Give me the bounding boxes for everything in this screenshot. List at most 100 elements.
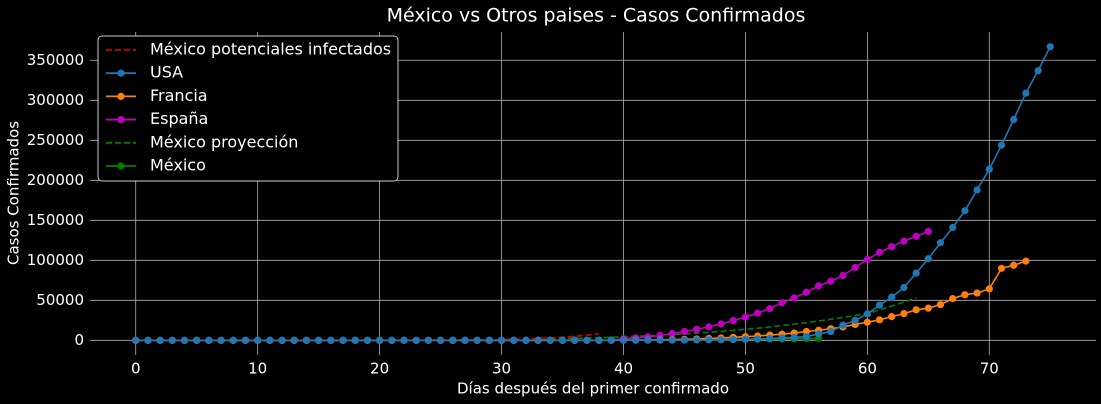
data-point [900, 237, 908, 245]
data-point [400, 336, 408, 344]
data-point [680, 327, 689, 336]
data-point [888, 243, 896, 251]
data-point [790, 294, 798, 302]
data-point [485, 336, 493, 344]
data-point [558, 336, 567, 344]
data-point [900, 309, 908, 318]
data-point [522, 336, 530, 344]
legend-label: México potenciales infectados [150, 40, 391, 59]
data-point [839, 321, 847, 329]
data-point [363, 336, 372, 344]
data-point [229, 336, 237, 344]
data-point [778, 334, 786, 342]
legend-label: México proyección [150, 132, 298, 151]
x-tick-label: 40 [614, 360, 633, 378]
data-point [827, 277, 835, 285]
data-point [1046, 43, 1054, 51]
data-point [436, 336, 445, 344]
y-tick-label: 100000 [27, 251, 84, 269]
legend-marker [117, 162, 125, 170]
y-tick-label: 200000 [27, 171, 84, 189]
data-point [851, 263, 859, 272]
data-point [315, 336, 323, 344]
data-point [388, 336, 396, 344]
data-point [729, 317, 737, 325]
data-point [632, 336, 640, 344]
x-axis-label: Días después del primer confirmado [457, 380, 729, 398]
x-tick-label: 70 [980, 360, 999, 378]
data-point [449, 336, 457, 344]
data-point [668, 336, 676, 344]
y-tick-label: 350000 [27, 51, 84, 69]
data-point [741, 335, 750, 343]
y-axis-label: Casos Confirmados [5, 121, 23, 265]
data-point [973, 289, 981, 297]
data-point [814, 330, 823, 338]
data-point [802, 288, 810, 296]
data-point [949, 295, 957, 303]
data-point [924, 227, 932, 236]
data-point [863, 255, 871, 264]
data-point [266, 336, 274, 344]
legend-marker [117, 116, 125, 124]
data-point [424, 336, 432, 344]
data-point [595, 336, 603, 344]
data-point [949, 223, 957, 232]
data-point [778, 299, 786, 307]
data-point [851, 316, 859, 324]
data-point [144, 336, 152, 344]
x-tick-label: 0 [131, 360, 141, 378]
data-point [888, 293, 896, 301]
data-point [1010, 115, 1018, 124]
x-tick-label: 20 [370, 360, 389, 378]
data-point [912, 306, 920, 314]
y-tick-label: 300000 [27, 91, 84, 109]
data-point [888, 313, 896, 321]
legend-label: México [150, 156, 206, 175]
x-tick-label: 30 [492, 360, 511, 378]
legend-marker [117, 69, 125, 77]
legend-box [97, 35, 399, 182]
data-point [461, 336, 469, 344]
data-point [790, 333, 798, 341]
data-point [875, 316, 884, 324]
data-point [997, 141, 1006, 149]
data-point [827, 327, 835, 336]
data-point [802, 332, 810, 341]
data-point [571, 336, 579, 344]
data-point [619, 336, 628, 344]
data-point [290, 336, 298, 344]
data-point [278, 336, 286, 344]
data-point [180, 336, 189, 344]
data-point [156, 336, 164, 344]
data-point [766, 334, 774, 343]
data-point [717, 336, 725, 344]
y-tick-label: 50000 [36, 291, 84, 309]
data-point [936, 239, 945, 247]
data-point [729, 335, 737, 344]
data-point [900, 283, 908, 292]
data-point [741, 313, 750, 321]
data-point [754, 309, 762, 317]
data-point [1034, 67, 1042, 75]
data-point [327, 336, 335, 344]
data-point [924, 255, 932, 263]
data-point [1022, 89, 1030, 97]
data-point [802, 327, 810, 336]
data-point [961, 207, 969, 215]
data-point [705, 336, 713, 344]
data-point [168, 336, 176, 344]
y-tick-label: 250000 [27, 131, 84, 149]
legend-marker [117, 92, 125, 100]
data-point [193, 336, 201, 344]
data-point [668, 329, 676, 338]
data-point [912, 232, 920, 240]
data-point [985, 165, 993, 173]
data-point [875, 248, 884, 256]
x-tick-label: 10 [248, 360, 267, 378]
chart-title: México vs Otros paises - Casos Confirmad… [387, 5, 806, 27]
data-point [680, 336, 689, 344]
data-point [1022, 257, 1030, 265]
